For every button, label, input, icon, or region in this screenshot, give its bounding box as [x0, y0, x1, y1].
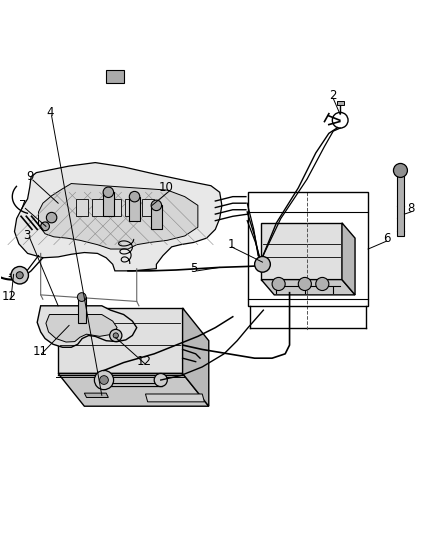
Text: 1: 1 — [228, 238, 235, 251]
Polygon shape — [14, 163, 222, 271]
Text: 11: 11 — [32, 345, 47, 358]
Circle shape — [393, 164, 407, 177]
Text: 3: 3 — [23, 229, 30, 241]
Bar — [337, 101, 344, 105]
Text: 2: 2 — [329, 89, 337, 102]
Circle shape — [16, 272, 23, 279]
Bar — [76, 199, 88, 216]
Circle shape — [254, 256, 270, 272]
Polygon shape — [261, 280, 355, 295]
Text: 4: 4 — [46, 106, 54, 119]
Text: 7: 7 — [19, 199, 27, 212]
Bar — [151, 205, 162, 229]
Polygon shape — [106, 384, 163, 386]
Bar — [109, 199, 121, 216]
Text: 10: 10 — [159, 181, 174, 195]
Text: 5: 5 — [190, 262, 197, 275]
Circle shape — [151, 200, 162, 211]
Text: 9: 9 — [26, 171, 34, 183]
Polygon shape — [145, 394, 205, 402]
Circle shape — [11, 266, 28, 284]
Polygon shape — [261, 223, 342, 280]
Polygon shape — [342, 223, 355, 295]
Polygon shape — [46, 314, 117, 342]
Circle shape — [94, 370, 113, 390]
Bar — [129, 197, 140, 221]
Circle shape — [110, 329, 122, 342]
Polygon shape — [183, 308, 209, 406]
Bar — [125, 199, 138, 216]
Bar — [92, 199, 104, 216]
Circle shape — [316, 277, 329, 290]
Circle shape — [272, 277, 285, 290]
Polygon shape — [58, 374, 209, 406]
Circle shape — [129, 191, 140, 202]
Circle shape — [78, 293, 86, 302]
Bar — [396, 173, 404, 236]
Bar — [106, 70, 124, 83]
Bar — [78, 297, 86, 323]
Circle shape — [298, 277, 311, 290]
Text: 6: 6 — [383, 232, 390, 245]
Circle shape — [103, 187, 113, 198]
Circle shape — [113, 333, 118, 338]
Polygon shape — [39, 183, 198, 249]
Polygon shape — [85, 393, 108, 398]
Text: 12: 12 — [2, 290, 17, 303]
Text: 8: 8 — [407, 203, 415, 215]
Circle shape — [46, 212, 57, 223]
Circle shape — [154, 374, 167, 386]
Circle shape — [99, 376, 108, 384]
Bar — [142, 199, 154, 216]
Polygon shape — [37, 306, 137, 348]
Text: 12: 12 — [137, 355, 152, 368]
Polygon shape — [58, 308, 183, 374]
Bar — [103, 192, 113, 216]
Circle shape — [41, 222, 49, 231]
